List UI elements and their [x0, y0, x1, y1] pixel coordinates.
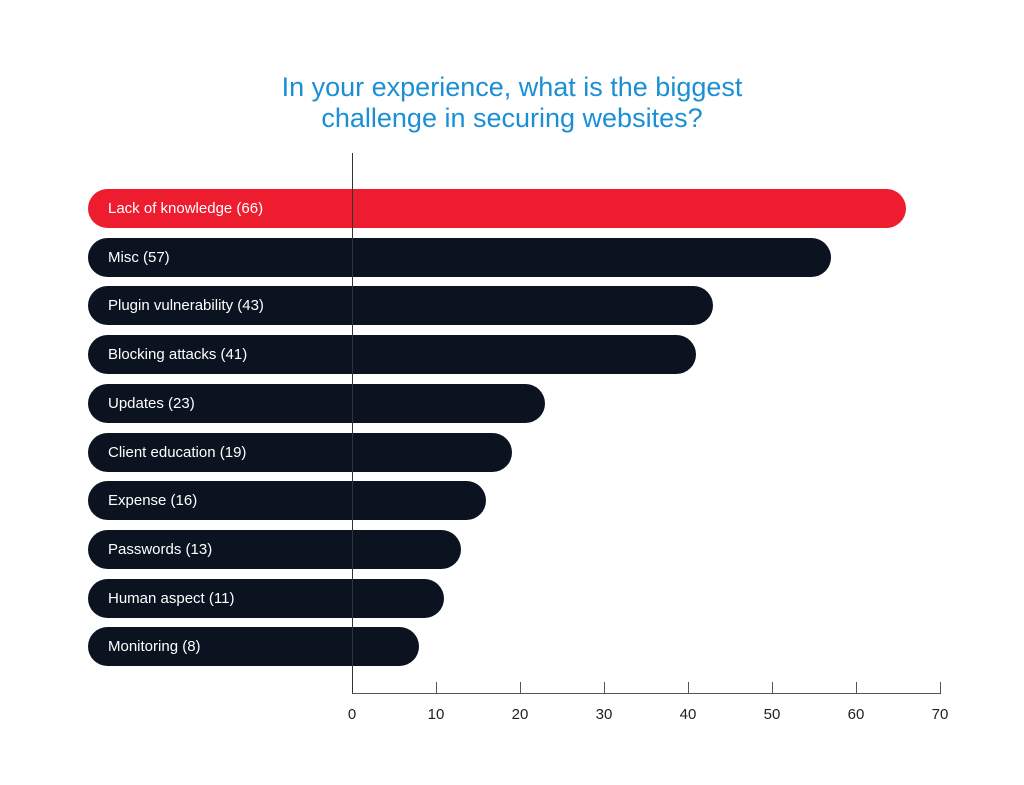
x-tick: [520, 682, 521, 694]
y-axis-line: [352, 153, 353, 694]
bar-label: Monitoring (8): [108, 638, 201, 656]
bar: Passwords (13): [88, 529, 462, 569]
x-axis-line: [352, 693, 941, 694]
x-tick: [688, 682, 689, 694]
x-tick-label: 50: [763, 706, 781, 723]
bar-label: Updates (23): [108, 394, 195, 412]
bar-label: Passwords (13): [108, 540, 213, 558]
chart-title: In your experience, what is the biggest …: [0, 72, 1024, 134]
chart-title-line-1: In your experience, what is the biggest: [281, 72, 743, 102]
bar-label: Expense (16): [108, 492, 198, 510]
bar: Updates (23): [88, 383, 546, 423]
x-tick-label: 40: [679, 706, 697, 723]
x-tick-label: 10: [427, 706, 445, 723]
bar: Monitoring (8): [88, 627, 420, 667]
bar: Plugin vulnerability (43): [88, 286, 714, 326]
bar-label: Lack of knowledge (66): [108, 200, 264, 217]
bar-label: Client education (19): [108, 443, 247, 461]
bar-label: Misc (57): [108, 248, 170, 266]
x-tick: [940, 682, 941, 694]
x-tick-label: 70: [931, 706, 949, 723]
x-tick: [772, 682, 773, 694]
x-tick-label: 0: [347, 706, 357, 723]
x-tick-label: 30: [595, 706, 613, 723]
bar: Lack of knowledge (66): [88, 189, 907, 228]
bar-label: Plugin vulnerability (43): [108, 297, 264, 315]
bar-label: Blocking attacks (41): [108, 346, 248, 364]
bar: Client education (19): [88, 432, 512, 472]
bar: Expense (16): [88, 481, 487, 521]
bar: Blocking attacks (41): [88, 335, 697, 375]
x-tick: [436, 682, 437, 694]
bar-label: Human aspect (11): [108, 589, 235, 607]
x-tick: [856, 682, 857, 694]
chart-title-line-2: challenge in securing websites?: [321, 103, 703, 133]
x-tick-label: 60: [847, 706, 865, 723]
bar: Misc (57): [88, 237, 831, 277]
x-tick-label: 20: [511, 706, 529, 723]
x-tick: [604, 682, 605, 694]
bar: Human aspect (11): [88, 578, 445, 618]
